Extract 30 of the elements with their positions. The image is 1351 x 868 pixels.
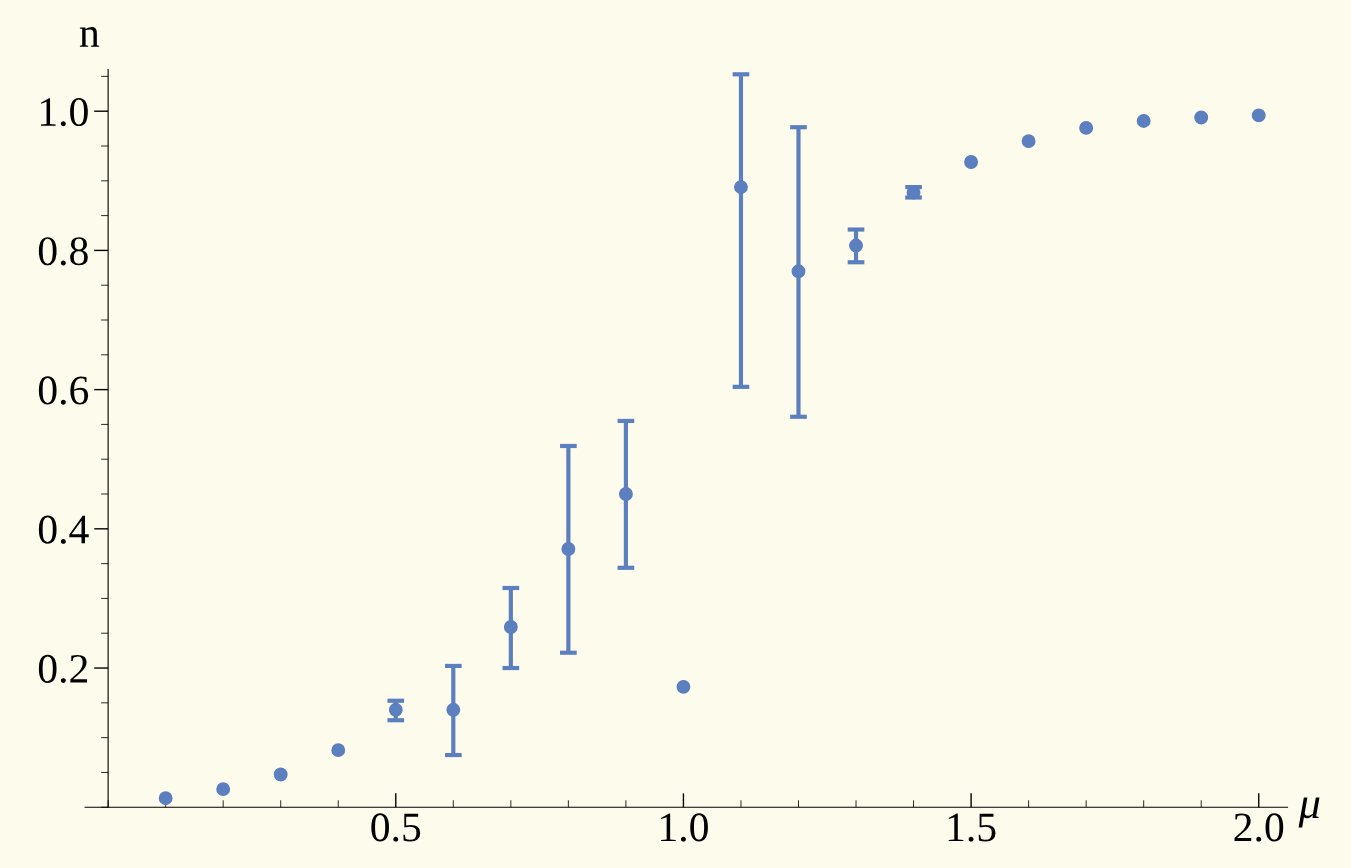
y-tick-label: 0.4 (38, 515, 89, 544)
y-tick-label: 0.6 (38, 376, 89, 405)
x-tick-label: 1.0 (661, 813, 708, 842)
point (273, 767, 288, 782)
x-axis-title: μ (1298, 797, 1320, 828)
y-tick-label: 1.0 (40, 97, 88, 127)
point (1251, 108, 1266, 123)
point (158, 791, 173, 806)
point (734, 180, 748, 195)
point (1021, 134, 1036, 149)
y-axis-title: n (79, 27, 100, 47)
y-tick-label: 0.8 (38, 237, 88, 266)
point (791, 264, 806, 279)
x-tick-label: 2.0 (1234, 813, 1284, 842)
x-tick-label: 0.5 (371, 813, 421, 842)
point (503, 620, 518, 634)
point (216, 782, 231, 797)
y-tick-label: 0.2 (38, 654, 88, 684)
point (446, 702, 461, 717)
point (388, 702, 403, 717)
point (964, 155, 979, 169)
point (849, 238, 863, 253)
point (561, 542, 576, 556)
point (618, 487, 633, 501)
point (1136, 114, 1151, 128)
point (676, 679, 691, 694)
point (331, 743, 346, 758)
point (1079, 120, 1094, 135)
x-tick-label: 1.5 (948, 813, 996, 842)
point (1194, 110, 1209, 125)
